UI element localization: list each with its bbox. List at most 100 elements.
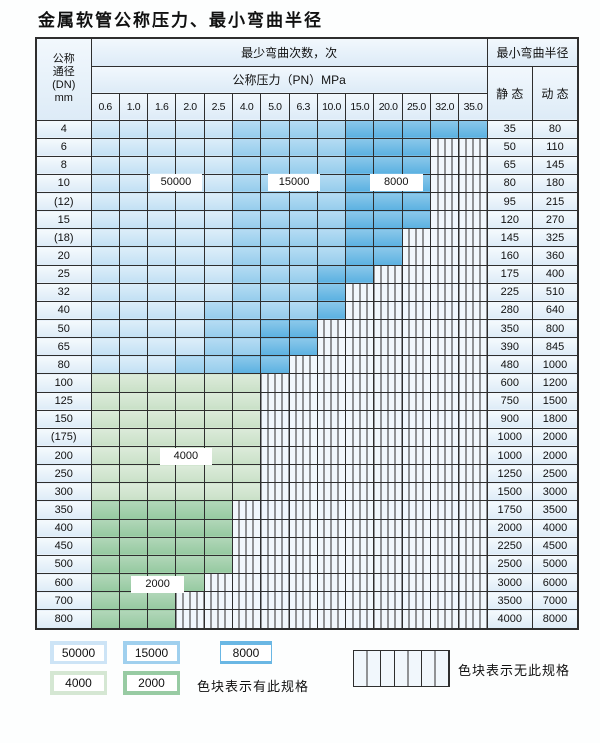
- legend-swatch-50000: 50000: [50, 641, 107, 664]
- no-spec-cell: [373, 391, 403, 411]
- pressure-value-header: 2.5: [203, 92, 233, 121]
- pressure-value-header: 2.0: [175, 92, 205, 121]
- no-spec-cell: [260, 518, 290, 538]
- cycle-cell-15000: [260, 210, 290, 230]
- cycle-cell-4000: [175, 391, 205, 411]
- cycle-cell-2000: [175, 536, 205, 556]
- dn-cell: (175): [35, 427, 92, 448]
- table-row: 500 2500 5000: [35, 554, 579, 575]
- dn-cell: 350: [35, 500, 92, 520]
- cycle-cell-50000: [118, 264, 149, 284]
- no-spec-cell: [203, 609, 233, 630]
- cycle-cell-4000: [203, 409, 233, 429]
- region-label-50000: 50000: [149, 174, 203, 192]
- no-spec-cell: [373, 464, 403, 484]
- no-spec-cell: [373, 518, 403, 538]
- dn-cell: 450: [35, 536, 92, 556]
- no-spec-cell: [260, 609, 290, 630]
- no-spec-cell: [345, 591, 375, 611]
- cycle-cell-50000: [90, 355, 120, 375]
- cycle-cell-2000: [147, 554, 177, 575]
- no-spec-cell: [458, 554, 488, 575]
- no-spec-cell: [288, 427, 318, 448]
- pressure-value-header: 15.0: [345, 92, 375, 121]
- cycle-cell-50000: [203, 264, 233, 284]
- no-spec-cell: [458, 155, 488, 175]
- static-radius-cell: 1250: [486, 464, 533, 484]
- cycle-cell-15000: [231, 192, 262, 212]
- cycle-cell-15000: [231, 264, 262, 284]
- cycle-cell-50000: [90, 119, 120, 139]
- cycle-cell-50000: [203, 246, 233, 266]
- cycle-cell-8000: [345, 155, 375, 175]
- dynamic-radius-cell: 80: [531, 119, 579, 139]
- no-spec-cell: [288, 482, 318, 502]
- no-spec-cell: [401, 500, 432, 520]
- cycle-cell-50000: [175, 264, 205, 284]
- static-radius-cell: 80: [486, 173, 533, 194]
- no-spec-cell: [458, 337, 488, 357]
- static-radius-cell: 50: [486, 137, 533, 157]
- cycle-cell-50000: [90, 319, 120, 339]
- dynamic-radius-cell: 1800: [531, 409, 579, 429]
- no-spec-cell: [401, 282, 432, 302]
- static-radius-cell: 1000: [486, 427, 533, 448]
- table-row: 8 65 145: [35, 155, 579, 175]
- cycle-cell-15000: [203, 319, 233, 339]
- cycle-cell-4000: [203, 427, 233, 448]
- dn-cell: 20: [35, 246, 92, 266]
- no-spec-cell: [458, 536, 488, 556]
- cycle-cell-50000: [203, 282, 233, 302]
- dynamic-radius-cell: 800: [531, 319, 579, 339]
- no-spec-cell: [458, 355, 488, 375]
- no-spec-cell: [260, 409, 290, 429]
- cycle-cell-4000: [118, 373, 149, 393]
- cycle-cell-4000: [118, 446, 149, 466]
- table-row: 200 1000 2000: [35, 446, 579, 466]
- no-spec-cell: [401, 554, 432, 575]
- no-spec-cell: [373, 500, 403, 520]
- table-row: 25 175 400: [35, 264, 579, 284]
- cycle-cell-4000: [147, 373, 177, 393]
- dn-cell: 40: [35, 300, 92, 321]
- cycle-cell-2000: [90, 609, 120, 630]
- static-radius-cell: 3500: [486, 591, 533, 611]
- no-spec-cell: [401, 391, 432, 411]
- cycle-cell-8000: [373, 192, 403, 212]
- cycle-cell-15000: [288, 155, 318, 175]
- static-radius-cell: 65: [486, 155, 533, 175]
- dn-cell: 10: [35, 173, 92, 194]
- cycle-cell-4000: [231, 482, 262, 502]
- cycle-cell-15000: [316, 155, 347, 175]
- no-spec-cell: [231, 573, 262, 593]
- cycle-cell-50000: [203, 173, 233, 194]
- cycle-cell-4000: [90, 391, 120, 411]
- cycle-cell-50000: [118, 300, 149, 321]
- table-row: 4 35 80: [35, 119, 579, 139]
- legend-value: 50000: [53, 644, 104, 661]
- cycle-cell-8000: [316, 300, 347, 321]
- no-spec-cell: [345, 391, 375, 411]
- no-spec-cell: [430, 427, 460, 448]
- no-spec-cell: [458, 500, 488, 520]
- cycle-cell-15000: [231, 228, 262, 248]
- cycle-cell-15000: [288, 282, 318, 302]
- cycle-cell-8000: [316, 282, 347, 302]
- dn-cell: 80: [35, 355, 92, 375]
- region-label-2000: 2000: [131, 575, 184, 593]
- dn-cell: 150: [35, 409, 92, 429]
- dn-cell: 50: [35, 319, 92, 339]
- cycle-cell-2000: [147, 536, 177, 556]
- no-spec-cell: [430, 264, 460, 284]
- static-radius-cell: 600: [486, 373, 533, 393]
- cycle-cell-50000: [175, 300, 205, 321]
- no-spec-cell: [430, 282, 460, 302]
- no-spec-cell: [260, 482, 290, 502]
- cycle-cell-8000: [231, 355, 262, 375]
- cycle-cell-8000: [373, 246, 403, 266]
- cycle-cell-8000: [345, 137, 375, 157]
- no-spec-cell: [401, 427, 432, 448]
- no-spec-cell: [401, 573, 432, 593]
- no-spec-cell: [430, 319, 460, 339]
- no-spec-cell: [260, 373, 290, 393]
